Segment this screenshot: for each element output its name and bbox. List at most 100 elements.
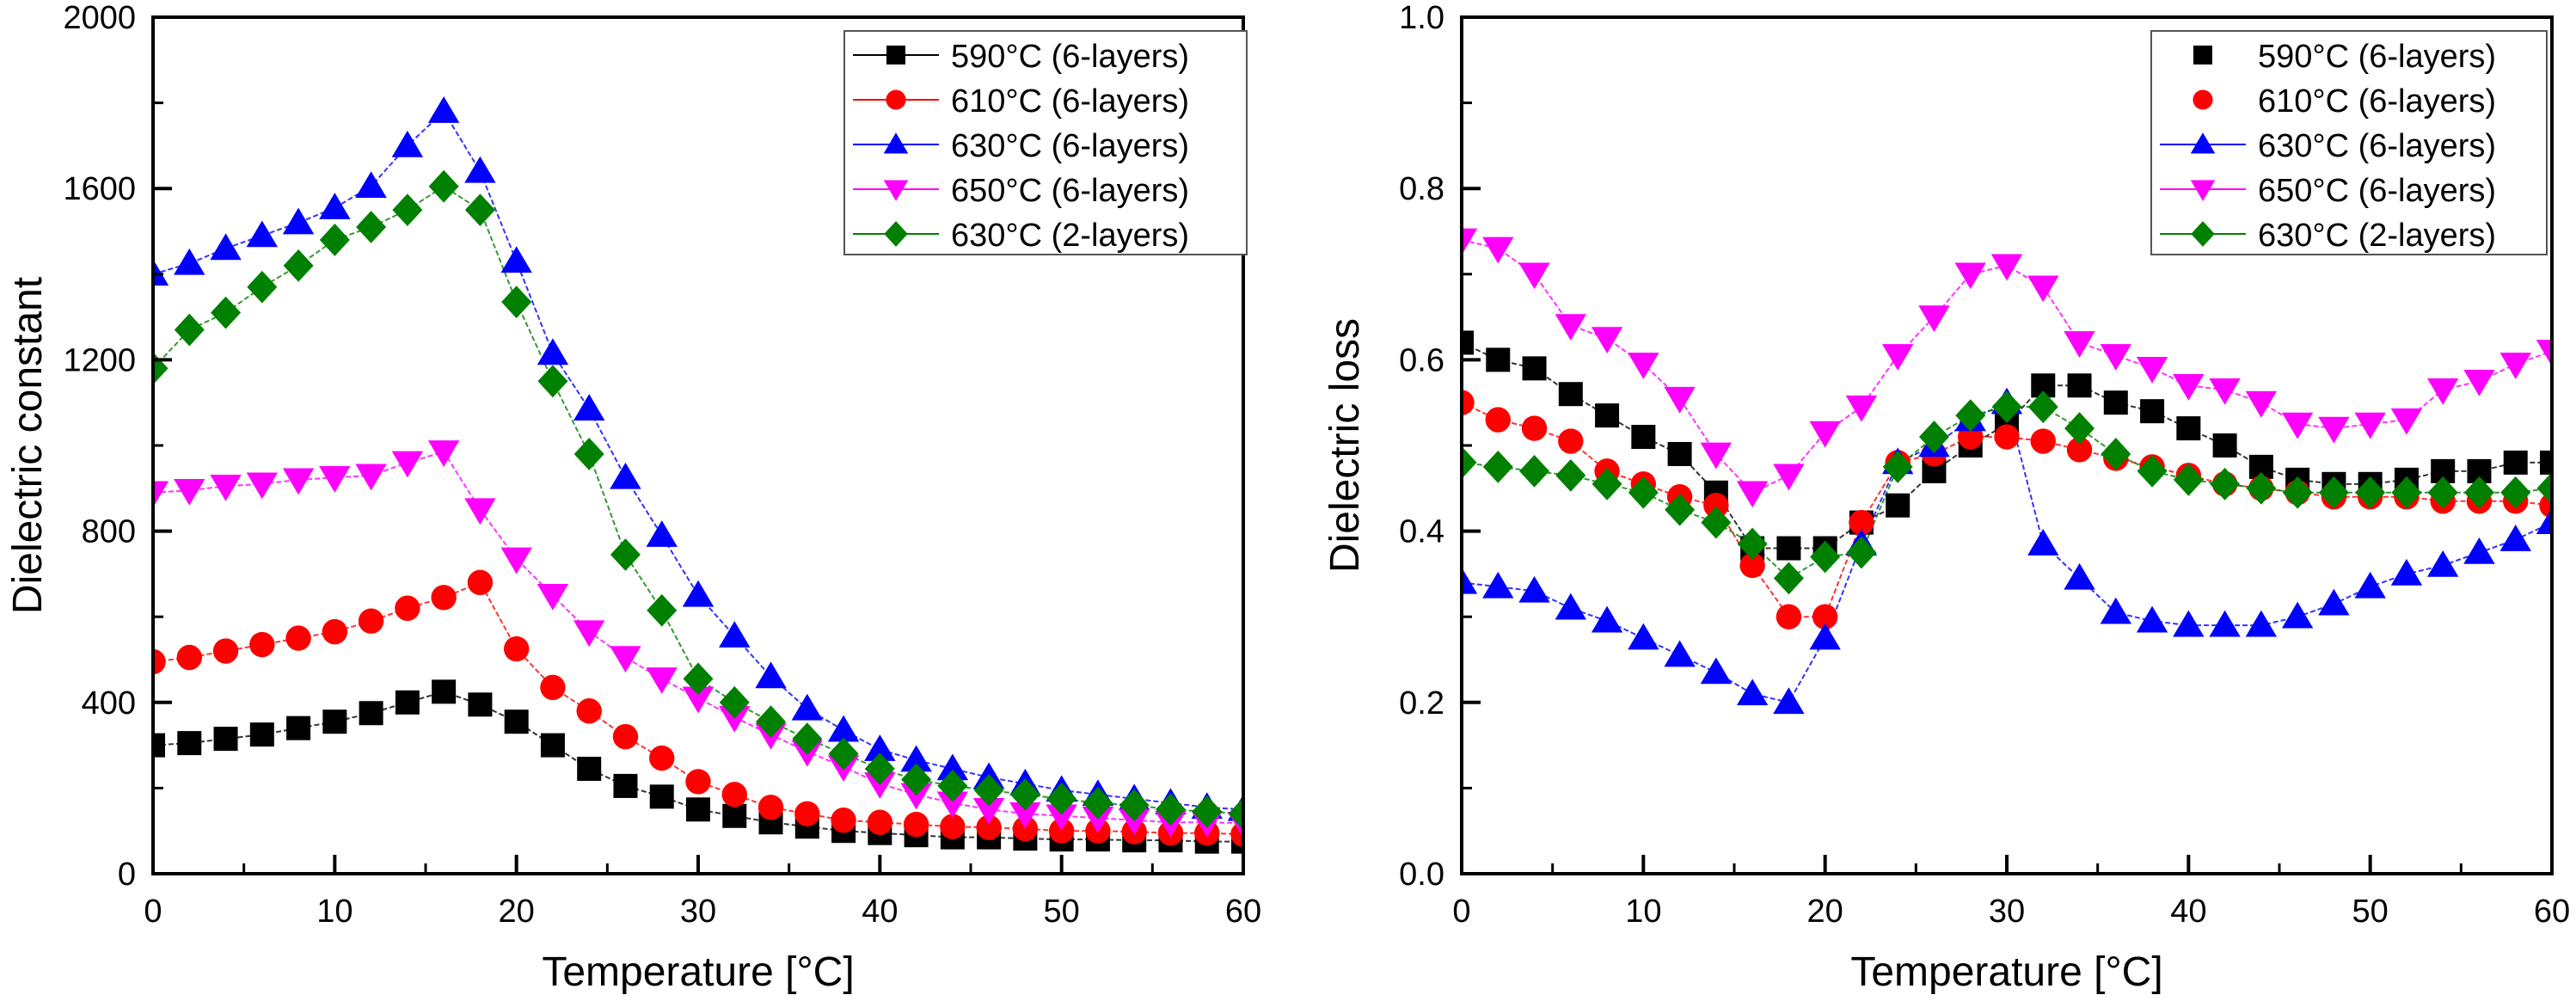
- data-point-3-7: [1700, 442, 1733, 470]
- y-axis-title: Dielectric constant: [5, 277, 51, 614]
- data-point-4-3: [247, 270, 278, 304]
- data-point-3-12: [1882, 344, 1914, 371]
- x-tick-label: 50: [2352, 894, 2389, 930]
- data-point-1-18: [794, 801, 820, 826]
- data-point-1-20: [867, 809, 893, 835]
- data-point-3-23: [2281, 412, 2314, 439]
- data-point-2-19: [827, 715, 860, 742]
- data-point-4-24: [2318, 476, 2349, 509]
- data-point-4-12: [1882, 451, 1913, 483]
- data-point-4-20: [864, 752, 895, 785]
- legend-label-2: 630°C (6-layers): [2258, 128, 2496, 164]
- series-line-4: [153, 185, 1243, 815]
- legend-label-2: 630°C (6-layers): [951, 128, 1189, 164]
- data-point-1-15: [1994, 424, 2020, 450]
- data-point-3-3: [1555, 314, 1586, 341]
- data-point-1-3: [1558, 428, 1584, 454]
- data-point-1-10: [503, 636, 530, 662]
- data-point-1-8: [1739, 552, 1765, 579]
- data-point-0-9: [468, 692, 493, 717]
- data-point-0-4: [286, 715, 311, 740]
- data-point-4-15: [683, 662, 714, 696]
- data-point-4-8: [1737, 527, 1768, 561]
- data-point-2-21: [900, 745, 932, 772]
- data-point-2-6: [1664, 640, 1696, 667]
- data-point-4-10: [1810, 540, 1841, 574]
- legend-marker-0: [2193, 46, 2212, 64]
- y-tick-label: 400: [82, 685, 136, 722]
- legend-label-0: 590°C (6-layers): [951, 39, 1189, 75]
- legend-marker-4: [2191, 221, 2215, 247]
- data-point-0-6: [359, 701, 383, 726]
- data-point-4-6: [1665, 493, 1696, 526]
- data-point-3-24: [1009, 801, 1041, 829]
- data-point-3-1: [174, 478, 205, 506]
- legend-marker-1: [2193, 89, 2213, 110]
- legend-label-3: 650°C (6-layers): [2258, 173, 2496, 209]
- data-point-4-2: [1519, 454, 1550, 488]
- data-point-0-12: [577, 756, 602, 781]
- legend-marker-2: [883, 132, 909, 154]
- data-point-3-3: [246, 472, 278, 500]
- data-point-1-1: [1485, 407, 1511, 433]
- data-point-1-0: [1462, 390, 1475, 415]
- data-point-2-9: [464, 156, 496, 183]
- y-tick-label: 0.0: [1399, 857, 1444, 893]
- x-tick-label: 40: [862, 894, 898, 930]
- data-point-2-8: [1736, 679, 1769, 706]
- data-point-4-14: [1955, 399, 1986, 433]
- data-point-0-21: [2212, 433, 2237, 458]
- y-tick-label: 0.6: [1399, 342, 1444, 378]
- x-tick-label: 40: [2170, 894, 2206, 930]
- data-point-1-8: [431, 585, 457, 611]
- y-tick-label: 0: [118, 857, 136, 893]
- data-point-3-2: [1518, 262, 1550, 290]
- data-point-2-16: [2027, 529, 2059, 556]
- data-point-0-1: [1486, 347, 1511, 372]
- data-point-4-23: [2282, 476, 2313, 509]
- data-point-0-9: [1776, 536, 1801, 561]
- data-point-2-1: [1482, 571, 1514, 599]
- data-point-2-30: [2536, 507, 2552, 534]
- data-point-4-25: [2355, 476, 2386, 509]
- data-point-3-21: [2209, 378, 2241, 405]
- data-point-3-0: [1462, 228, 1478, 255]
- data-point-3-28: [2463, 370, 2495, 396]
- data-point-2-19: [2136, 605, 2168, 633]
- data-point-3-11: [537, 584, 569, 611]
- data-point-3-24: [2318, 416, 2350, 444]
- data-point-3-17: [2064, 331, 2095, 358]
- plot-area: [1462, 228, 2552, 715]
- y-tick-label: 1600: [63, 171, 136, 207]
- data-point-1-11: [540, 674, 566, 701]
- data-point-3-23: [972, 798, 1005, 825]
- data-point-1-9: [467, 569, 494, 596]
- legend-marker-3: [2190, 180, 2216, 201]
- data-point-4-24: [1009, 777, 1040, 811]
- data-point-1-10: [1812, 604, 1838, 629]
- data-point-3-21: [900, 783, 932, 810]
- data-point-2-10: [1809, 623, 1841, 650]
- data-point-3-4: [1591, 327, 1623, 353]
- dielectric-constant-chart: 0 10 20 30 40 50 60 0 400 800 1200 1600 2000 Temperat…: [5, 0, 1261, 995]
- data-point-2-16: [719, 621, 751, 648]
- data-point-2-5: [319, 193, 351, 219]
- legend-marker-2: [2190, 132, 2216, 154]
- data-point-1-19: [831, 808, 856, 833]
- data-point-4-22: [937, 770, 968, 802]
- x-tick-label: 50: [1044, 894, 1080, 930]
- data-point-2-17: [2064, 562, 2095, 590]
- plot-area: [153, 96, 1243, 854]
- data-point-2-1: [174, 248, 205, 275]
- legend-label-1: 610°C (6-layers): [2258, 83, 2496, 120]
- data-point-4-28: [2463, 476, 2494, 509]
- data-point-3-16: [719, 705, 751, 733]
- data-point-2-24: [2318, 588, 2350, 616]
- data-point-4-2: [211, 296, 242, 329]
- data-point-1-15: [685, 769, 711, 795]
- data-point-2-5: [1628, 623, 1659, 650]
- data-point-2-4: [282, 207, 315, 235]
- data-point-2-3: [1555, 593, 1586, 620]
- y-tick-label: 0.2: [1399, 685, 1444, 722]
- data-point-0-18: [2103, 390, 2128, 415]
